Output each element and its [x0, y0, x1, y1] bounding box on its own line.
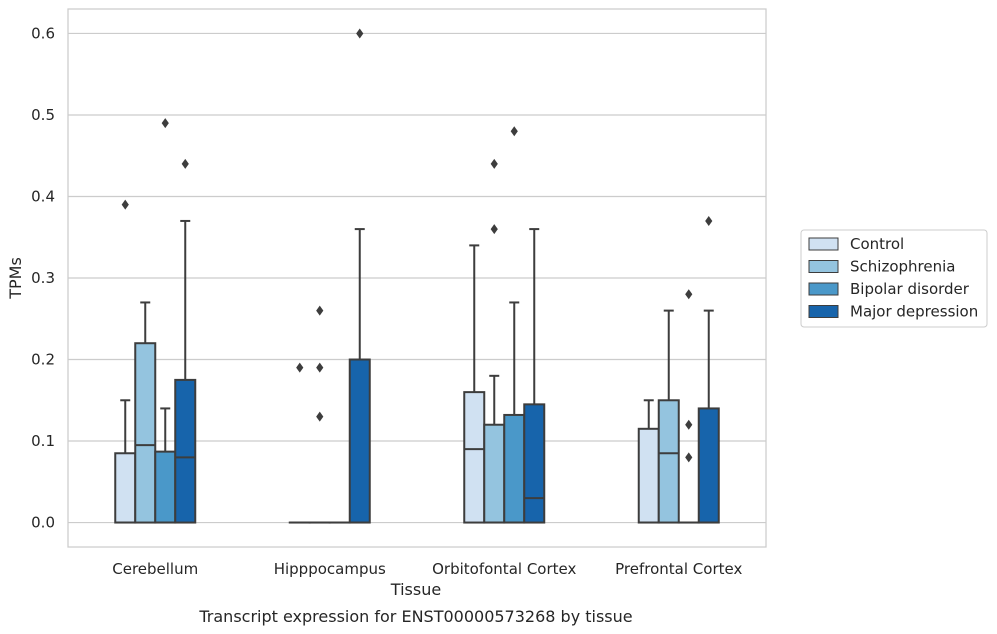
box-plot-series [114, 28, 720, 524]
box [114, 452, 137, 524]
outlier-point [490, 158, 498, 169]
outlier-point [705, 215, 713, 226]
box [174, 378, 197, 524]
x-tick-label: Prefrontal Cortex [615, 560, 742, 578]
outlier-point [121, 199, 129, 210]
legend: Control Schizophrenia Bipolar disorder Majo… [800, 229, 988, 328]
box [348, 358, 371, 524]
outlier-point [685, 419, 693, 430]
outlier-point [685, 452, 693, 463]
legend-frame [800, 229, 988, 328]
x-tick-label: Orbitofontal Cortex [432, 560, 576, 578]
y-tick-label: 0.5 [31, 106, 55, 124]
box [503, 413, 526, 524]
legend-label: Major depression [850, 303, 978, 321]
outlier-point [316, 411, 324, 422]
box [154, 450, 177, 524]
outlier-point [356, 28, 364, 39]
x-tick-label: Cerebellum [112, 560, 198, 578]
y-tick-labels: 0.0 0.1 0.2 0.3 0.4 0.5 0.6 [31, 24, 55, 531]
x-axis-label: Tissue [390, 580, 441, 599]
legend-label: Control [850, 235, 904, 253]
y-axis-label: TPMs [6, 257, 25, 300]
x-tick-label: Hipppocampus [274, 560, 386, 578]
y-tick-label: 0.4 [31, 187, 55, 205]
legend-swatch [808, 237, 839, 251]
legend-label: Schizophrenia [850, 258, 955, 276]
y-tick-label: 0.1 [31, 432, 55, 450]
y-tick-label: 0.3 [31, 269, 55, 287]
y-tick-label: 0.0 [31, 514, 55, 532]
outlier-point [161, 118, 169, 129]
box [697, 407, 720, 524]
plot-frame [67, 8, 767, 548]
chart-title: Transcript expression for ENST0000057326… [198, 607, 632, 626]
outlier-point [296, 362, 304, 373]
y-tick-label: 0.6 [31, 24, 55, 42]
outlier-point [316, 305, 324, 316]
outlier-point [316, 362, 324, 373]
legend-label: Bipolar disorder [850, 280, 970, 298]
outlier-point [510, 126, 518, 137]
box [463, 391, 486, 524]
y-tick-label: 0.2 [31, 351, 55, 369]
box [523, 403, 546, 524]
box [134, 342, 157, 524]
legend-swatch [808, 260, 839, 273]
legend-swatch [808, 282, 839, 296]
outlier-point [685, 289, 693, 300]
legend-swatch [808, 305, 839, 318]
x-tick-labels: Cerebellum Hipppocampus Orbitofontal Corte… [112, 560, 742, 578]
outlier-point [181, 158, 189, 169]
box [637, 427, 660, 524]
outlier-point [490, 224, 498, 235]
box [657, 399, 680, 524]
box [483, 423, 506, 524]
